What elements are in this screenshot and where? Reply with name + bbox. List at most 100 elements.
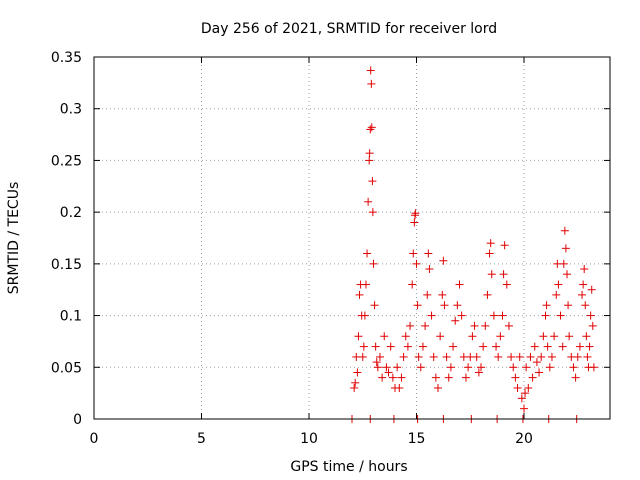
data-point (583, 352, 592, 361)
data-point (492, 342, 501, 351)
data-point (575, 342, 584, 351)
data-point (569, 363, 578, 372)
data-point (416, 363, 425, 372)
data-point (451, 316, 460, 325)
data-point (360, 311, 369, 320)
data-point (401, 332, 410, 341)
data-point (373, 363, 382, 372)
data-point (464, 363, 473, 372)
data-point (425, 265, 434, 274)
data-point (559, 259, 568, 268)
data-point (411, 209, 420, 218)
data-point (565, 332, 574, 341)
data-point (427, 311, 436, 320)
data-point (479, 342, 488, 351)
y-axis-label: SRMTID / TECUs (6, 182, 22, 295)
data-points (348, 66, 598, 423)
data-point (372, 358, 381, 367)
data-point (378, 373, 387, 382)
data-point (468, 332, 477, 341)
data-point (414, 352, 423, 361)
data-point (520, 404, 528, 413)
axis-ticks: 0 5 10 15 20 0 0.05 0.1 0.15 0.2 0.25 0.3 0.35 (51, 50, 610, 447)
data-point (384, 368, 393, 377)
data-point (526, 352, 535, 361)
data-point (442, 352, 451, 361)
data-point (556, 311, 565, 320)
data-point (561, 244, 570, 253)
data-point (446, 363, 455, 372)
data-point (423, 290, 432, 299)
y-tick-label: 0.05 (51, 360, 82, 376)
data-point (408, 280, 417, 289)
data-point (580, 265, 589, 274)
data-point (543, 342, 552, 351)
data-point (502, 280, 511, 289)
data-point (554, 280, 563, 289)
data-point (403, 342, 412, 351)
data-point (528, 373, 537, 382)
data-point (382, 363, 391, 372)
data-point (438, 290, 447, 299)
data-point (579, 280, 588, 289)
data-point (429, 352, 438, 361)
data-point (537, 352, 546, 361)
data-point (545, 363, 554, 372)
data-point (366, 125, 375, 134)
data-point (582, 332, 591, 341)
data-point (485, 249, 494, 258)
data-point (412, 259, 421, 268)
data-point (351, 378, 360, 387)
data-point (371, 342, 380, 351)
data-point (399, 352, 408, 361)
plot-frame (93, 56, 611, 420)
data-point (368, 208, 377, 217)
data-point (368, 177, 377, 186)
data-point (504, 321, 513, 330)
data-point (542, 301, 551, 310)
data-point (486, 239, 495, 248)
data-point (413, 301, 422, 310)
data-point (539, 332, 548, 341)
data-point (350, 383, 359, 392)
data-point (364, 197, 373, 206)
y-tick-label: 0.2 (60, 205, 82, 221)
data-point (586, 311, 595, 320)
data-point (560, 226, 569, 235)
data-point (509, 363, 518, 372)
data-point (369, 259, 378, 268)
data-point (489, 311, 498, 320)
data-point (571, 373, 580, 382)
data-point (513, 383, 522, 392)
x-tick-label: 20 (515, 431, 533, 447)
data-point (563, 270, 571, 279)
data-point (587, 285, 596, 294)
data-point (521, 389, 530, 398)
data-point (496, 332, 505, 341)
data-point (444, 373, 453, 382)
y-tick-label: 0.15 (51, 257, 82, 273)
data-point (453, 301, 462, 310)
data-point (477, 363, 485, 372)
data-point (421, 321, 430, 330)
data-point (440, 301, 449, 310)
data-point (558, 342, 567, 351)
data-point (474, 368, 483, 377)
data-point (388, 373, 397, 382)
data-point (366, 66, 375, 75)
data-point (370, 301, 379, 310)
data-point (375, 352, 384, 361)
data-point (461, 373, 470, 382)
data-point (409, 249, 418, 258)
y-tick-label: 0.1 (60, 309, 82, 325)
data-point (397, 373, 406, 382)
data-point (585, 342, 594, 351)
data-point (578, 290, 587, 299)
data-point (367, 123, 376, 132)
x-tick-label: 10 (300, 431, 318, 447)
data-point (515, 352, 524, 361)
data-point (431, 373, 440, 382)
data-point (424, 249, 433, 258)
data-point (418, 342, 427, 351)
data-point (363, 249, 372, 258)
